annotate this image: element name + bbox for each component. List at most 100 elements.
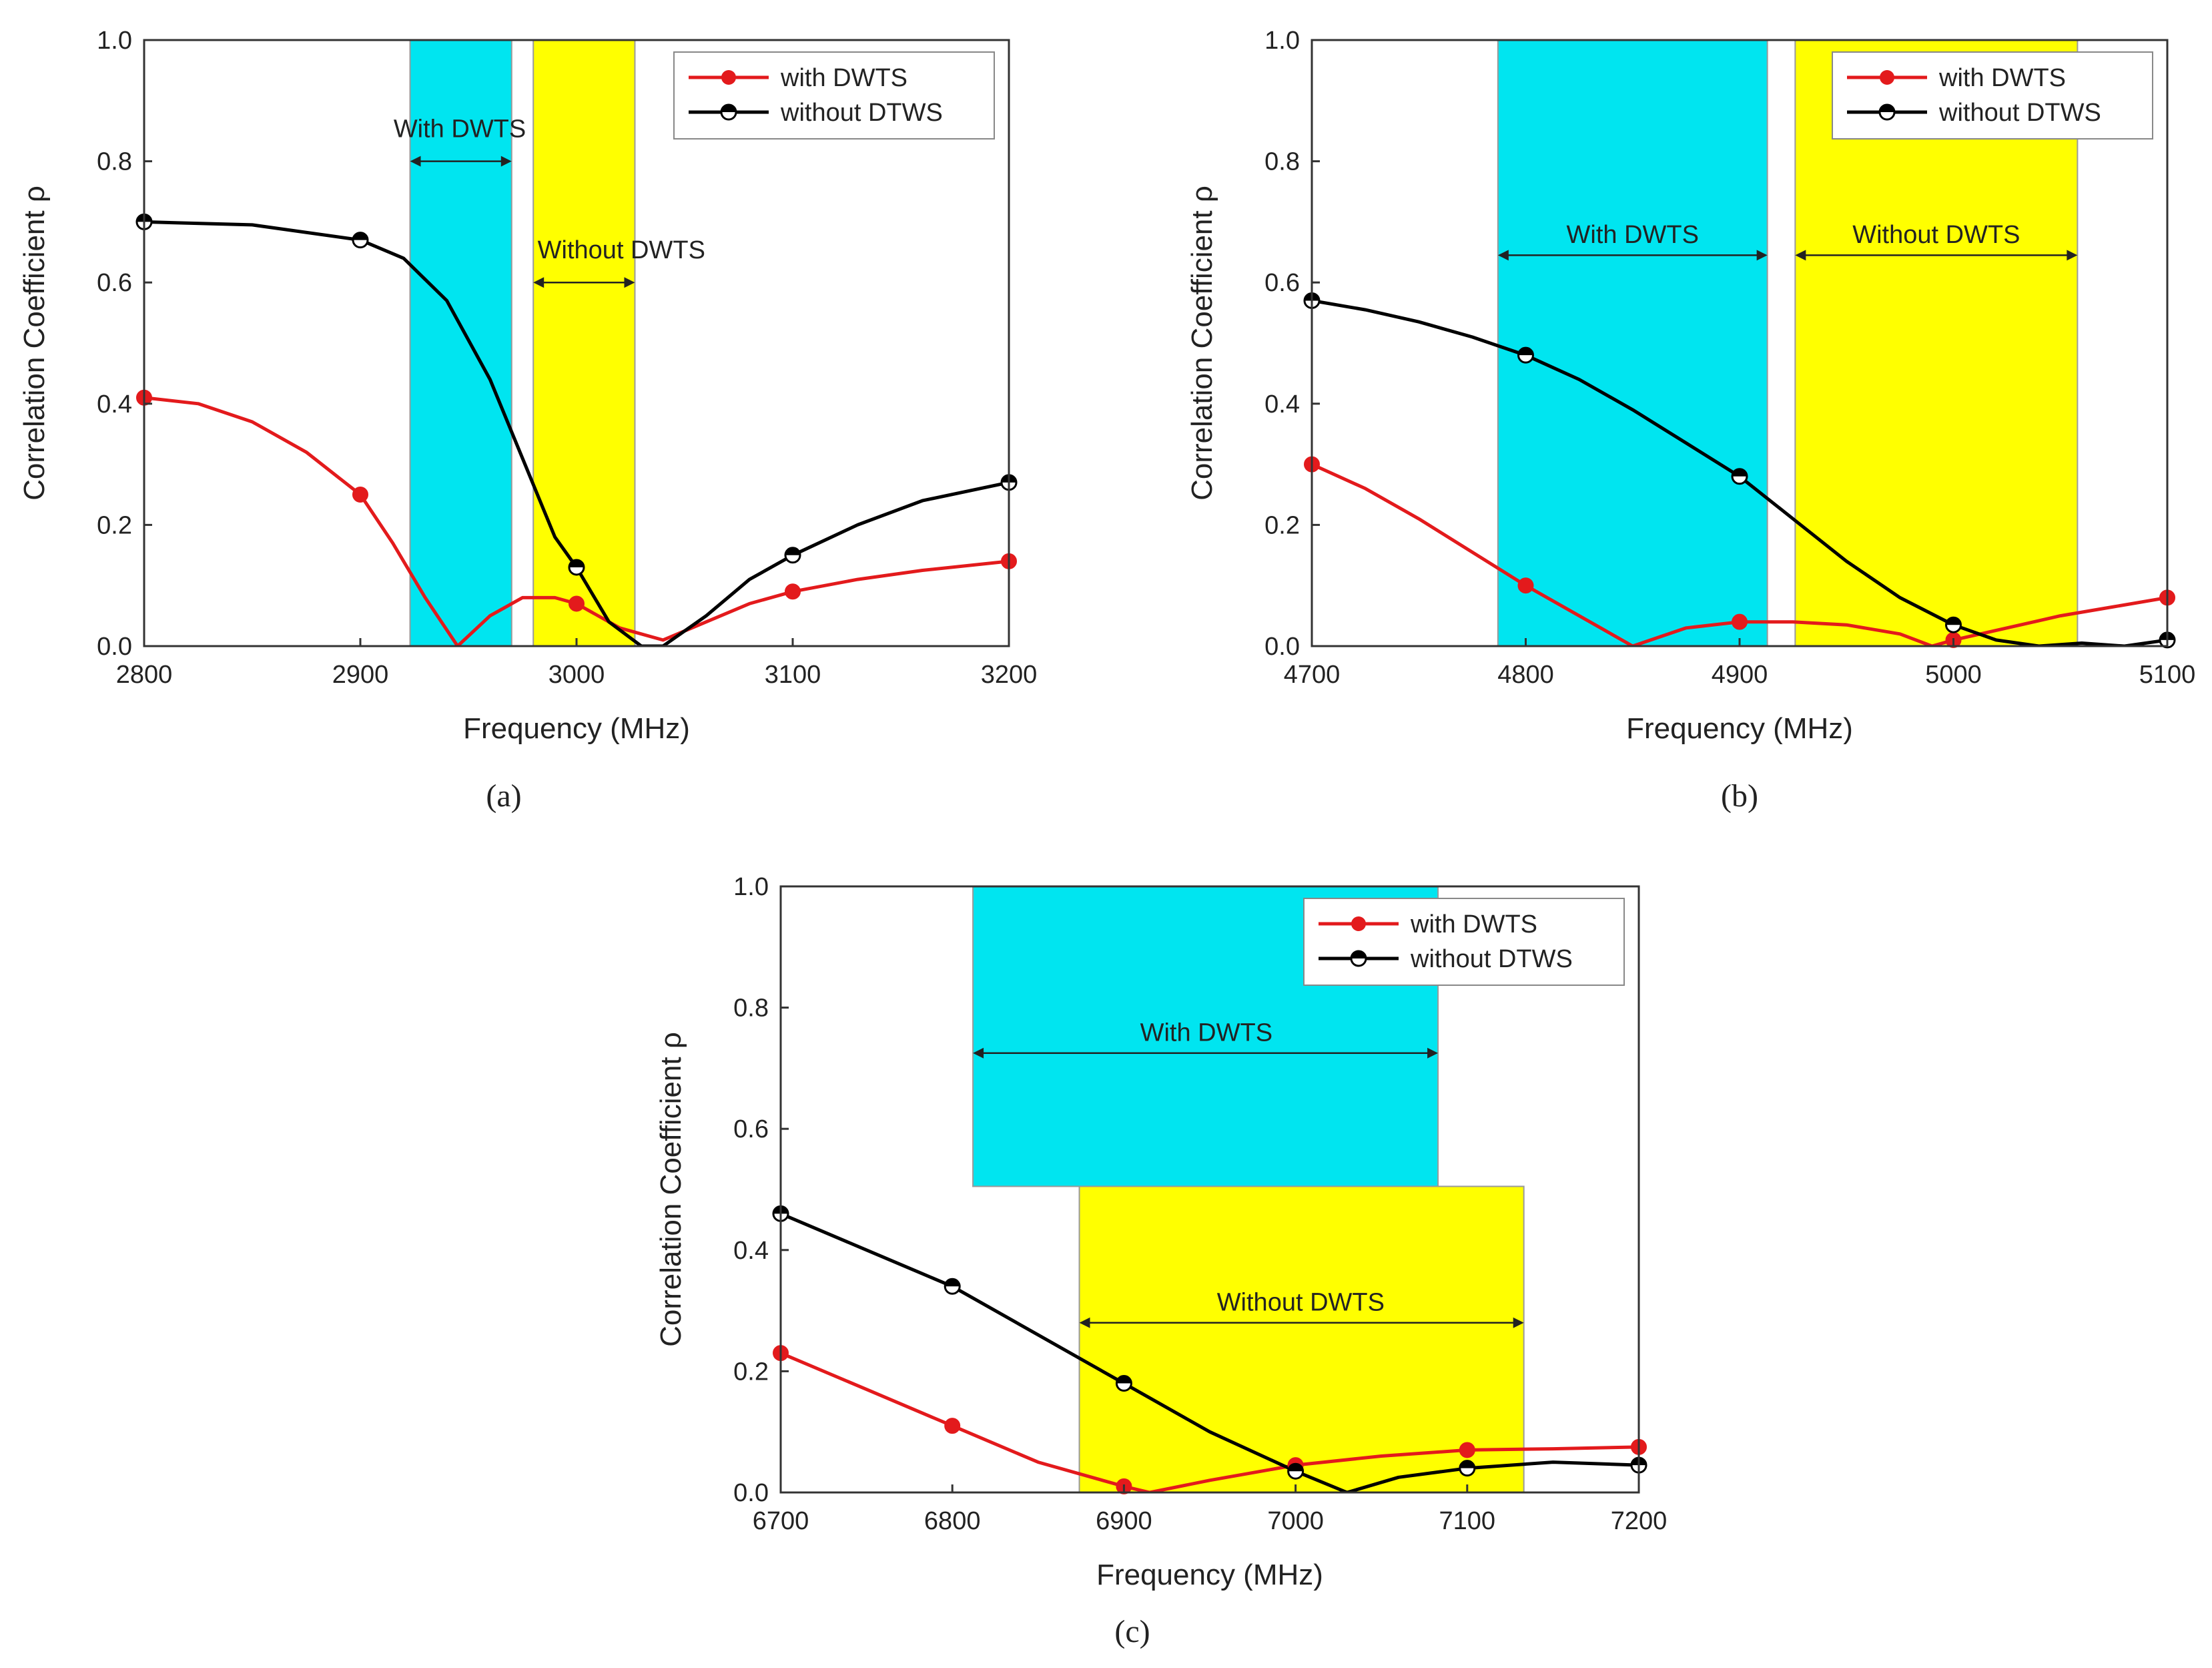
point-with-dwts: [944, 1418, 961, 1434]
point-without-dtws: [784, 547, 801, 564]
band-arrowhead-right: [624, 277, 635, 288]
legend-marker: [1351, 916, 1366, 931]
x-tick-label: 2800: [116, 661, 173, 689]
chart-3: With DWTS Without DWTS 6700 6800 6900 7000 710…: [655, 873, 1667, 1649]
legend: with DWTS without DTWS: [1832, 51, 2153, 140]
band-with-dwts: [409, 39, 512, 647]
point-half-fill: [1518, 348, 1533, 356]
point-half-fill: [1116, 1376, 1132, 1384]
y-tick-label: 0.2: [733, 1358, 769, 1386]
band-arrowhead-right: [1756, 250, 1768, 261]
series-line-without-dtws: [781, 1211, 1639, 1492]
x-tick-label: 7100: [1439, 1507, 1496, 1535]
plot-frame: [779, 885, 1640, 1494]
point-half-fill: [785, 547, 800, 555]
y-tick-label: 1.0: [97, 27, 132, 55]
x-tick-label: 4800: [1497, 661, 1554, 689]
point-without-dtws: [1287, 1462, 1305, 1480]
y-tick-label: 1.0: [1264, 27, 1300, 55]
y-tick-label: 0.4: [733, 1237, 769, 1265]
y-tick-label: 0.8: [1264, 148, 1300, 176]
band-label: Without DWTS: [1217, 1289, 1385, 1317]
x-tick-label: 7200: [1611, 1507, 1668, 1535]
point-with-dwts: [785, 583, 801, 600]
x-tick-label: 3000: [548, 661, 605, 689]
x-tick-label: 6900: [1096, 1507, 1152, 1535]
x-tick-label: 5100: [2139, 661, 2196, 689]
point-with-dwts: [569, 595, 585, 612]
point-without-dtws: [1115, 1375, 1132, 1392]
series-line-with-dwts: [781, 1351, 1639, 1492]
point-with-dwts: [1732, 613, 1748, 630]
legend: with DWTS without DTWS: [1303, 898, 1625, 986]
y-axis-label: Correlation Coefficient ρ: [18, 186, 51, 501]
legend-label: without DTWS: [780, 99, 943, 127]
band-with-dwts: [1497, 39, 1768, 647]
band-arrowhead-right: [500, 156, 512, 167]
band-without-dwts: [532, 39, 636, 647]
x-tick-label: 6800: [924, 1507, 981, 1535]
point-without-dtws: [944, 1278, 961, 1295]
series-line-with-dwts: [1312, 463, 2167, 646]
x-tick-label: 3100: [765, 661, 821, 689]
caption: (b): [1721, 778, 1758, 814]
band-arrowhead-right: [2067, 250, 2078, 261]
point-without-dtws: [1459, 1460, 1476, 1477]
legend-marker: [1880, 70, 1894, 85]
legend-box: [673, 51, 995, 140]
point-without-dtws: [1731, 468, 1748, 485]
point-without-dtws: [1517, 346, 1534, 364]
legend-marker-half: [721, 105, 736, 112]
series-group: [781, 1211, 1639, 1492]
y-axis-label: Correlation Coefficient ρ: [655, 1032, 687, 1347]
legend-label: without DTWS: [1938, 99, 2101, 127]
legend-marker-half: [1351, 951, 1366, 958]
chart-1: With DWTS Without DWTS 2800 2900 3000 3100 320…: [18, 27, 1037, 814]
y-axis-label: Correlation Coefficient ρ: [1186, 186, 1218, 501]
band-arrowhead-left: [973, 1047, 984, 1059]
y-tick-label: 0.4: [1264, 390, 1300, 419]
band-arrowhead-left: [410, 156, 421, 167]
x-axis-label: Frequency (MHz): [1626, 712, 1853, 745]
point-without-dtws: [352, 232, 369, 249]
point-half-fill: [569, 559, 584, 567]
caption: (c): [1114, 1614, 1150, 1649]
x-tick-label: 2900: [332, 661, 389, 689]
point-with-dwts: [1517, 577, 1534, 594]
point-with-dwts: [352, 487, 368, 503]
band-arrowhead-left: [533, 277, 544, 288]
point-with-dwts: [1459, 1442, 1475, 1458]
x-tick-label: 3200: [981, 661, 1038, 689]
band-label: Without DWTS: [538, 236, 705, 264]
legend-label: without DTWS: [1410, 945, 1573, 973]
y-tick-label: 0.6: [1264, 269, 1300, 297]
band-arrowhead-right: [1513, 1317, 1524, 1328]
y-tick-label: 0.2: [97, 511, 132, 539]
legend: with DWTS without DTWS: [673, 51, 995, 140]
point-half-fill: [353, 232, 368, 240]
band-label: Without DWTS: [1852, 221, 2020, 249]
y-tick-label: 0.8: [733, 995, 769, 1023]
y-tick-label: 0.6: [97, 269, 132, 297]
x-tick-label: 7000: [1267, 1507, 1324, 1535]
band-label: With DWTS: [1140, 1019, 1272, 1047]
band-label: With DWTS: [394, 115, 526, 143]
band-arrowhead-left: [1497, 250, 1509, 261]
y-tick-label: 0.4: [97, 390, 132, 419]
series-line-without-dtws: [144, 220, 1009, 646]
legend-marker-half: [1880, 105, 1894, 112]
band-without-dwts: [1078, 1185, 1525, 1493]
y-tick-label: 0.6: [733, 1115, 769, 1143]
legend-box: [1303, 898, 1625, 986]
band-without-dwts: [1794, 39, 2079, 647]
point-without-dtws: [1945, 616, 1962, 633]
legend-marker: [721, 70, 736, 85]
legend-label: with DWTS: [1410, 910, 1537, 938]
y-tick-label: 0.2: [1264, 511, 1300, 539]
point-half-fill: [1288, 1464, 1303, 1472]
chart-2: With DWTS Without DWTS 4700 4800 4900 5000 510…: [1186, 27, 2195, 814]
x-axis-label: Frequency (MHz): [463, 712, 690, 745]
point-without-dtws: [568, 559, 585, 576]
legend-label: with DWTS: [780, 64, 907, 92]
